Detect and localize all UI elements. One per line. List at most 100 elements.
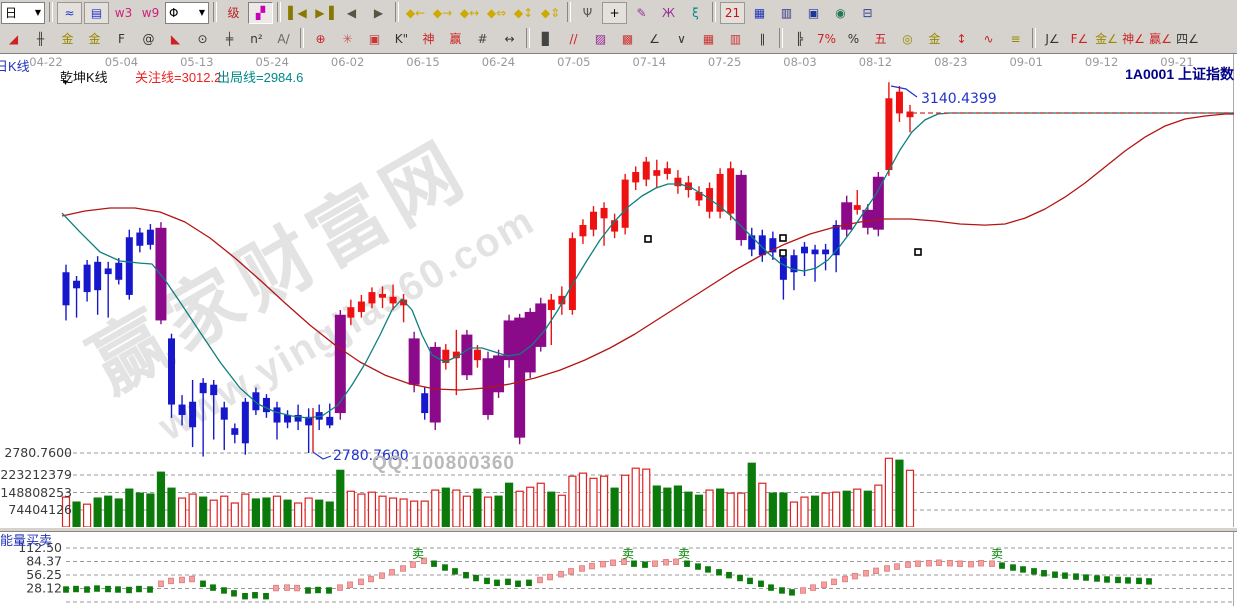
- gold-angle-icon[interactable]: 金∠: [1094, 28, 1119, 50]
- date-axis-label[interactable]: 05-13: [180, 55, 213, 69]
- grid-tool-icon[interactable]: ╫: [28, 28, 53, 50]
- shen-angle-icon[interactable]: 神∠: [1121, 28, 1146, 50]
- date-axis-label[interactable]: 05-24: [255, 55, 288, 69]
- quote-list-icon[interactable]: ▤: [84, 2, 109, 24]
- chevron-down-icon[interactable]: ▼: [62, 80, 69, 87]
- date-axis-label[interactable]: 09-12: [1085, 55, 1118, 69]
- ruler-grid-icon[interactable]: ╪: [217, 28, 242, 50]
- report-icon[interactable]: ▥: [774, 2, 799, 24]
- hand-tool-icon[interactable]: Ψ: [575, 2, 600, 24]
- ying-tool-icon[interactable]: 赢: [443, 28, 468, 50]
- date-axis-label[interactable]: 08-23: [934, 55, 967, 69]
- volume-bar: [779, 492, 788, 528]
- candle-body: [621, 179, 629, 228]
- fib-tool-icon[interactable]: F: [109, 28, 134, 50]
- crosshair-icon[interactable]: +: [602, 2, 627, 24]
- k-note-icon[interactable]: K": [389, 28, 414, 50]
- data-marker: [914, 248, 922, 256]
- span-tool-icon[interactable]: ↔: [497, 28, 522, 50]
- zoom-in-icon[interactable]: ◆⇔: [484, 2, 509, 24]
- ruler123-icon[interactable]: #: [470, 28, 495, 50]
- box-radiate-icon[interactable]: ▣: [362, 28, 387, 50]
- color-kline-icon[interactable]: ▞: [248, 2, 273, 24]
- cycle-dropdown[interactable]: Φ ▼: [165, 2, 209, 24]
- gold-level-icon[interactable]: 金: [922, 28, 947, 50]
- net-tool-icon[interactable]: ▩: [615, 28, 640, 50]
- prev-page-icon[interactable]: ◀: [339, 2, 364, 24]
- calendar-icon[interactable]: 21: [720, 2, 745, 24]
- wave-tool-icon[interactable]: ξ: [683, 2, 708, 24]
- parallel-icon[interactable]: ∥: [750, 28, 775, 50]
- circle-tool-icon[interactable]: ⊙: [190, 28, 215, 50]
- date-axis-label[interactable]: 04-22: [29, 55, 62, 69]
- shen-tool-icon[interactable]: 神: [416, 28, 441, 50]
- indicator-selector[interactable]: 乾坤K线: [60, 70, 108, 85]
- gold-grid-icon[interactable]: 金: [55, 28, 80, 50]
- fan-tool-icon[interactable]: ▨: [588, 28, 613, 50]
- radiate-icon[interactable]: ✳: [335, 28, 360, 50]
- grid-red2-icon[interactable]: ▥: [723, 28, 748, 50]
- zoom-left-icon-glyph: ◆←: [405, 6, 426, 20]
- panel-divider[interactable]: [0, 527, 1237, 532]
- five-gold-icon[interactable]: 五: [868, 28, 893, 50]
- frame-tool-icon[interactable]: ▊: [534, 28, 559, 50]
- target-tool-icon[interactable]: ⊕: [308, 28, 333, 50]
- brush-icon[interactable]: ◢: [1, 28, 26, 50]
- wave9-icon[interactable]: w9: [138, 2, 163, 24]
- percent-icon[interactable]: %: [841, 28, 866, 50]
- grid-red-icon[interactable]: ▦: [696, 28, 721, 50]
- pct-line-icon[interactable]: 7%: [814, 28, 839, 50]
- gold-ring-icon[interactable]: ◎: [895, 28, 920, 50]
- sine-icon[interactable]: ∿: [976, 28, 1001, 50]
- next-page-icon[interactable]: ▶: [366, 2, 391, 24]
- date-axis-label[interactable]: 09-01: [1009, 55, 1042, 69]
- date-axis-label[interactable]: 09-21: [1160, 55, 1193, 69]
- zoom-v-icon[interactable]: ◆↕: [511, 2, 536, 24]
- j-angle-icon[interactable]: J∠: [1040, 28, 1065, 50]
- f-angle-icon[interactable]: F∠: [1067, 28, 1092, 50]
- date-axis-label[interactable]: 06-15: [406, 55, 439, 69]
- date-axis-label[interactable]: 06-02: [331, 55, 364, 69]
- rays-tool-icon[interactable]: //: [561, 28, 586, 50]
- n2-tool-icon[interactable]: n²: [244, 28, 269, 50]
- zoom-full-icon[interactable]: ◆⇕: [538, 2, 563, 24]
- marker-brush-icon[interactable]: ◣: [163, 28, 188, 50]
- zoom-h-icon[interactable]: ◆↔: [457, 2, 482, 24]
- grade-icon[interactable]: 级: [221, 2, 246, 24]
- save-icon[interactable]: ▣: [801, 2, 826, 24]
- wave3-icon[interactable]: w3: [111, 2, 136, 24]
- date-axis-label[interactable]: 08-12: [859, 55, 892, 69]
- date-axis-label[interactable]: 07-05: [557, 55, 590, 69]
- f-angle-icon-glyph: F∠: [1070, 32, 1089, 46]
- last-page-icon[interactable]: ▶▐: [312, 2, 337, 24]
- angle-a-icon[interactable]: A/: [271, 28, 296, 50]
- multi-window-icon[interactable]: ≈: [57, 2, 82, 24]
- date-axis-label[interactable]: 07-14: [632, 55, 665, 69]
- export-icon[interactable]: ⊟: [855, 2, 880, 24]
- spiral-tool-icon[interactable]: @: [136, 28, 161, 50]
- date-axis-label[interactable]: 08-03: [783, 55, 816, 69]
- angle-tool-icon[interactable]: ∠: [642, 28, 667, 50]
- first-page-icon[interactable]: ▌◀: [285, 2, 310, 24]
- energy-candle: [873, 567, 879, 575]
- band-tool-icon[interactable]: Ж: [656, 2, 681, 24]
- calculator-icon[interactable]: ▦: [747, 2, 772, 24]
- date-axis-label[interactable]: 06-24: [482, 55, 515, 69]
- four-angle-icon[interactable]: 四∠: [1175, 28, 1200, 50]
- zoom-right-icon[interactable]: ◆→: [430, 2, 455, 24]
- energy-candle: [673, 558, 679, 565]
- ying-angle-icon[interactable]: 赢∠: [1148, 28, 1173, 50]
- gold-eq-icon[interactable]: ≡: [1003, 28, 1028, 50]
- period-day-dropdown[interactable]: 日 ▼: [1, 2, 45, 24]
- date-axis-label[interactable]: 07-25: [708, 55, 741, 69]
- compare-icon[interactable]: ╠: [787, 28, 812, 50]
- energy-candle: [1146, 578, 1152, 585]
- pump-icon[interactable]: ↕: [949, 28, 974, 50]
- draw-tool-icon[interactable]: ✎: [629, 2, 654, 24]
- gold-grid2-icon[interactable]: 金: [82, 28, 107, 50]
- web-icon[interactable]: ◉: [828, 2, 853, 24]
- date-axis-label[interactable]: 05-04: [105, 55, 138, 69]
- zoom-left-icon[interactable]: ◆←: [403, 2, 428, 24]
- vee-tool-icon[interactable]: ∨: [669, 28, 694, 50]
